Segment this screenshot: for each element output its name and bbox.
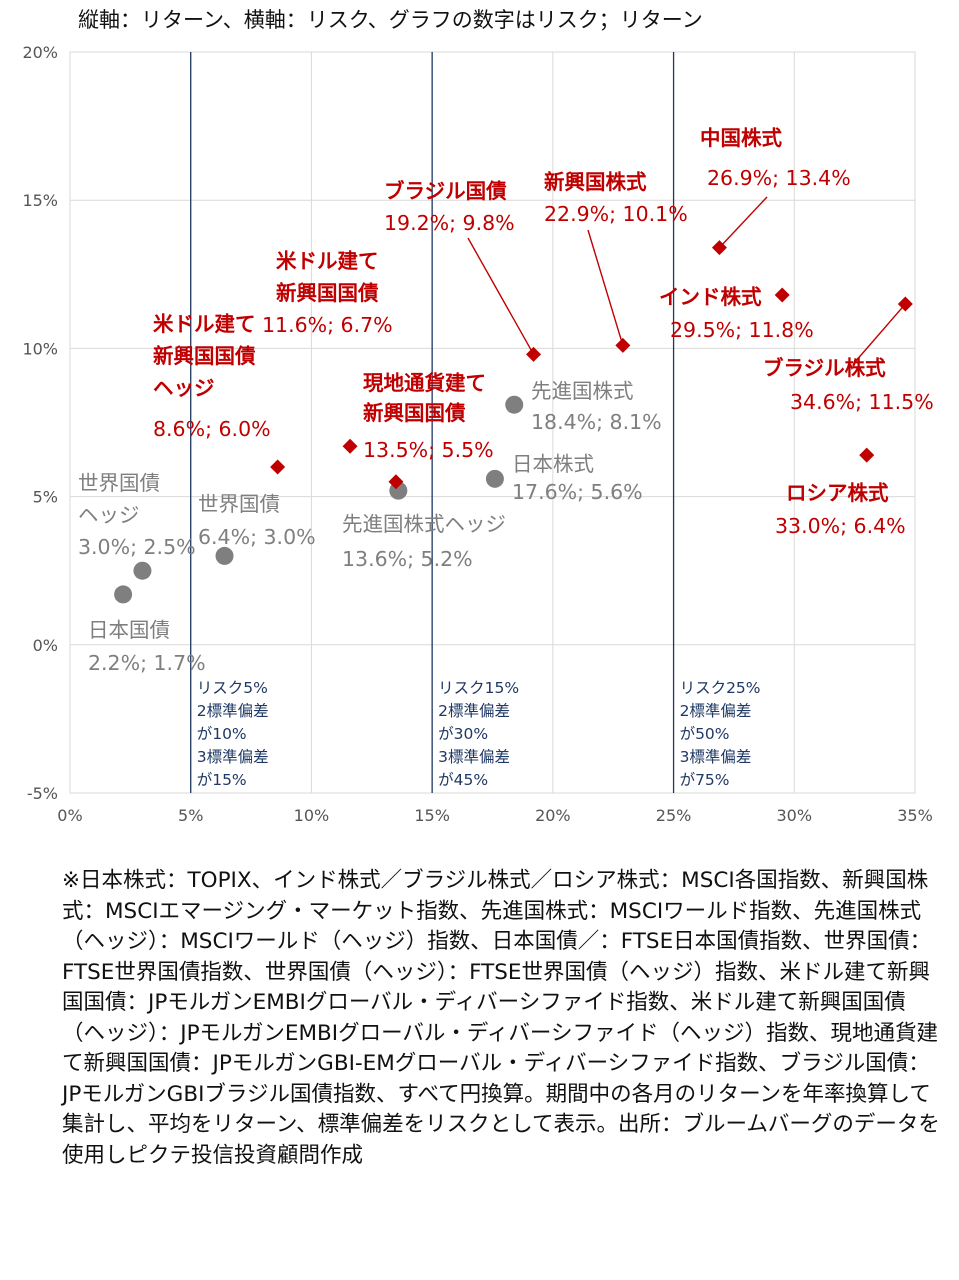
risk-reference-note: リスク15% [438, 679, 519, 697]
y-tick-label: 0% [33, 636, 58, 655]
risk-reference-note: が45% [438, 771, 488, 789]
scatter-point [615, 337, 631, 353]
scatter-point [114, 585, 133, 604]
x-tick-label: 10% [294, 806, 330, 825]
y-tick-label: 15% [22, 191, 58, 210]
point-value-label: 11.6%; 6.7% [262, 313, 393, 337]
point-value-label: 13.5%; 5.5% [363, 438, 494, 462]
risk-reference-note: が50% [680, 725, 730, 743]
point-value-label: 2.2%; 1.7% [88, 651, 206, 675]
x-tick-label: 30% [777, 806, 813, 825]
y-tick-label: 5% [33, 488, 58, 507]
point-value-label: 17.6%; 5.6% [512, 480, 643, 504]
scatter-point [485, 469, 504, 488]
point-value-label: 19.2%; 9.8% [384, 211, 515, 235]
scatter-point [859, 447, 875, 463]
point-label: 中国株式 [700, 126, 782, 150]
point-value-label: 8.6%; 6.0% [153, 417, 271, 441]
point-label: 世界国債 [198, 492, 280, 516]
point-label: 米ドル建て [276, 249, 379, 273]
point-label: 新興国国債 [276, 281, 379, 305]
risk-reference-note: 2標準偏差 [680, 702, 752, 720]
risk-reference-note: 3標準偏差 [197, 748, 269, 766]
point-value-label: 33.0%; 6.4% [775, 514, 906, 538]
point-value-label: 22.9%; 10.1% [544, 202, 688, 226]
risk-reference-note: 2標準偏差 [438, 702, 510, 720]
risk-reference-note: 2標準偏差 [197, 702, 269, 720]
scatter-point [711, 240, 727, 256]
leader-line [467, 237, 535, 355]
point-label: 先進国株式 [531, 379, 634, 403]
leader-line [587, 229, 624, 346]
point-label: 日本国債 [88, 618, 170, 642]
point-label: ヘッジ [153, 376, 215, 400]
leader-line [718, 196, 768, 249]
point-value-label: 29.5%; 11.8% [670, 318, 814, 342]
point-value-label: 18.4%; 8.1% [531, 410, 662, 434]
risk-reference-note: 3標準偏差 [680, 748, 752, 766]
scatter-point [388, 474, 404, 490]
point-label: ロシア株式 [786, 481, 889, 505]
scatter-point [133, 561, 152, 580]
footnote: ※日本株式：TOPIX、インド株式／ブラジル株式／ロシア株式：MSCI各国指数、… [62, 868, 940, 1168]
x-tick-label: 15% [414, 806, 450, 825]
point-value-label: 13.6%; 5.2% [342, 547, 473, 571]
scatter-point [526, 346, 542, 362]
point-value-label: 34.6%; 11.5% [790, 390, 934, 414]
point-label: 新興国国債 [363, 401, 466, 425]
risk-reference-note: が75% [680, 771, 730, 789]
risk-reference-note: が30% [438, 725, 488, 743]
scatter-point [505, 395, 524, 414]
leader-line [854, 303, 906, 363]
x-tick-label: 25% [656, 806, 692, 825]
x-tick-label: 0% [57, 806, 82, 825]
point-label: ブラジル国債 [384, 179, 507, 203]
scatter-point [774, 287, 790, 303]
x-tick-label: 20% [535, 806, 571, 825]
point-label: 米ドル建て [153, 312, 256, 336]
x-tick-label: 35% [897, 806, 933, 825]
x-tick-label: 5% [178, 806, 203, 825]
point-label: 新興国株式 [544, 170, 647, 194]
point-label: 先進国株式ヘッジ [342, 512, 506, 536]
point-label: 新興国国債 [153, 344, 256, 368]
risk-reference-note: 3標準偏差 [438, 748, 510, 766]
chart-title: 縦軸：リターン、横軸：リスク、グラフの数字はリスク；リターン [78, 8, 703, 32]
scatter-point [270, 459, 286, 475]
scatter-point [342, 438, 358, 454]
point-value-label: 3.0%; 2.5% [78, 535, 196, 559]
point-label: ヘッジ [78, 503, 140, 527]
risk-reference-note: が15% [197, 771, 247, 789]
point-label: 日本株式 [512, 452, 594, 476]
scatter-point [215, 546, 234, 565]
scatter-point [897, 296, 913, 312]
risk-reference-note: リスク25% [680, 679, 761, 697]
y-tick-label: 10% [22, 339, 58, 358]
point-label: 現地通貨建て [363, 371, 486, 395]
point-label: インド株式 [659, 285, 762, 309]
scatter-chart: -5% 0% 5% 10% 15% 20% 0% 5% 10% 15% 20% 25% 30% 35% リス… [22, 43, 934, 825]
risk-reference-note: リスク5% [197, 679, 268, 697]
y-tick-label: -5% [27, 784, 58, 803]
point-value-label: 26.9%; 13.4% [707, 166, 851, 190]
point-label: ブラジル株式 [763, 356, 886, 380]
point-label: 世界国債 [78, 471, 160, 495]
y-tick-label: 20% [22, 43, 58, 62]
risk-reference-note: が10% [197, 725, 247, 743]
point-value-label: 6.4%; 3.0% [198, 525, 316, 549]
